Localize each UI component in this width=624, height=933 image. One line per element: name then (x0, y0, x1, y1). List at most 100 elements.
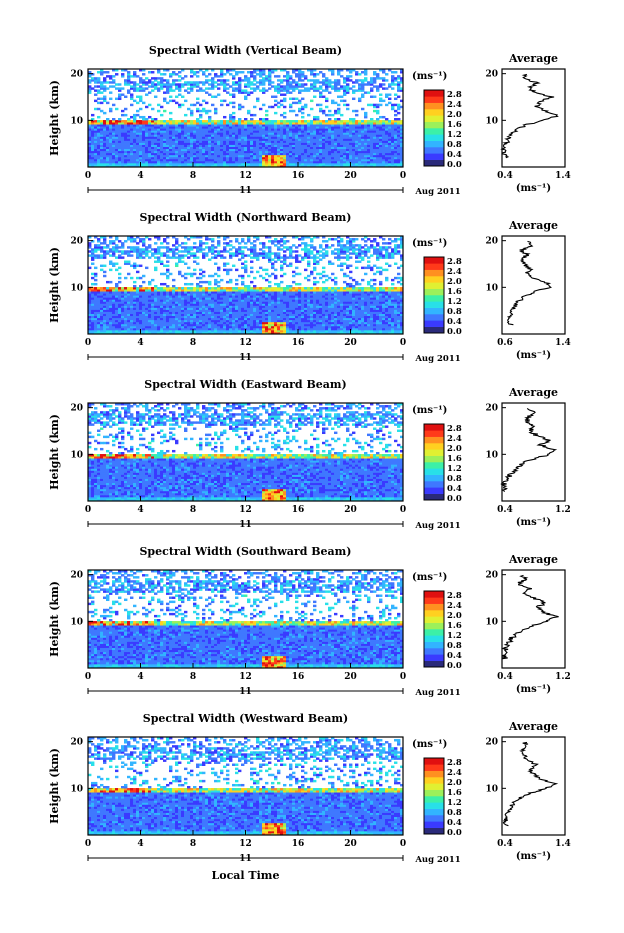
heatmap-cell (157, 104, 160, 106)
heatmap-cell (163, 91, 166, 93)
heatmap-cell (322, 96, 325, 98)
heatmap-cell (265, 110, 268, 112)
heatmap-cell (250, 71, 253, 73)
heatmap-cell (136, 75, 139, 77)
heatmap-cell (151, 81, 154, 83)
heatmap-cell (331, 85, 334, 87)
heatmap-cell (139, 85, 142, 87)
heatmap-cell (196, 108, 199, 110)
heatmap-cell (244, 75, 247, 77)
heatmap-cell (397, 118, 400, 120)
heatmap-cell (121, 87, 124, 89)
heatmap-cell (313, 73, 316, 75)
heatmap-cell (394, 98, 397, 100)
heatmap-cell (262, 104, 265, 106)
heatmap-cell (229, 114, 232, 116)
heatmap-cell (100, 91, 103, 93)
heatmap-cell (148, 85, 151, 87)
heatmap-cell (154, 77, 157, 79)
heatmap-cell (145, 81, 148, 83)
heatmap-cell (295, 114, 298, 116)
heatmap-cell (316, 79, 319, 81)
x-tick-label: 12 (239, 171, 252, 181)
profile-x-label: (ms⁻¹) (516, 183, 551, 194)
heatmap-cell (319, 91, 322, 93)
heatmap-cell (151, 108, 154, 110)
heatmap-cell (103, 120, 106, 122)
heatmap-cell (316, 104, 319, 106)
heatmap-cell (358, 79, 361, 81)
heatmap-cell (160, 73, 163, 75)
heatmap-cell (202, 100, 205, 102)
heatmap-cell (157, 77, 160, 79)
heatmap-cell (166, 120, 169, 122)
heatmap-cell (331, 114, 334, 116)
heatmap-cell (328, 79, 331, 81)
heatmap-cell (244, 96, 247, 98)
heatmap-cell (136, 120, 139, 122)
heatmap-cell (97, 89, 100, 91)
heatmap-cell (325, 98, 328, 100)
heatmap-cell (154, 118, 157, 120)
panel-title: Spectral Width (Northward Beam) (140, 211, 352, 224)
heatmap-cell (232, 116, 235, 118)
heatmap-cell (358, 98, 361, 100)
heatmap-cell (379, 98, 382, 100)
heatmap-cell (343, 100, 346, 102)
heatmap-cell (364, 120, 367, 122)
colorbar-segment (424, 122, 444, 129)
heatmap-cell (226, 79, 229, 81)
heatmap-cell (154, 83, 157, 85)
heatmap-cell (274, 104, 277, 106)
heatmap-cell (379, 120, 382, 122)
heatmap-cell (271, 81, 274, 83)
heatmap-cell (112, 104, 115, 106)
heatmap-cell (232, 102, 235, 104)
heatmap-cell (151, 89, 154, 91)
heatmap-cell (301, 89, 304, 91)
heatmap-cell (358, 73, 361, 75)
heatmap-cell (376, 73, 379, 75)
heatmap-cell (283, 79, 286, 81)
heatmap-cell (268, 120, 271, 122)
heatmap-cell (94, 100, 97, 102)
heatmap-cell (334, 110, 337, 112)
heatmap-cell (289, 104, 292, 106)
heatmap-cell (361, 79, 364, 81)
heatmap-cell (388, 98, 391, 100)
heatmap-cell (355, 89, 358, 91)
heatmap-cell (385, 73, 388, 75)
heatmap-cell (187, 81, 190, 83)
heatmap-cell (181, 83, 184, 85)
heatmap-cell (217, 87, 220, 89)
heatmap-cell (178, 83, 181, 85)
heatmap-cell (241, 71, 244, 73)
heatmap-cell (397, 81, 400, 83)
heatmap-cell (397, 112, 400, 114)
heatmap-cell (394, 71, 397, 73)
heatmap-cell (292, 85, 295, 87)
heatmap-cell (337, 118, 340, 120)
heatmap-cell (382, 77, 385, 79)
y-axis-label: Height (km) (48, 80, 61, 156)
heatmap-cell (355, 110, 358, 112)
heatmap-cell (322, 120, 325, 122)
heatmap-cell (208, 94, 211, 96)
heatmap-cell (229, 102, 232, 104)
heatmap-cell (370, 77, 373, 79)
heatmap-cell (274, 120, 277, 122)
heatmap-cell (274, 112, 277, 114)
heatmap-cell (184, 100, 187, 102)
heatmap-cell (109, 108, 112, 110)
heatmap-cell (364, 112, 367, 114)
heatmap-cell (397, 96, 400, 98)
heatmap-cell (190, 110, 193, 112)
heatmap-cell (178, 94, 181, 96)
heatmap-cell (337, 96, 340, 98)
heatmap-cell (259, 118, 262, 120)
heatmap-cell (250, 114, 253, 116)
heatmap-cell (313, 116, 316, 118)
heatmap-cell (256, 73, 259, 75)
heatmap-cell (187, 120, 190, 122)
